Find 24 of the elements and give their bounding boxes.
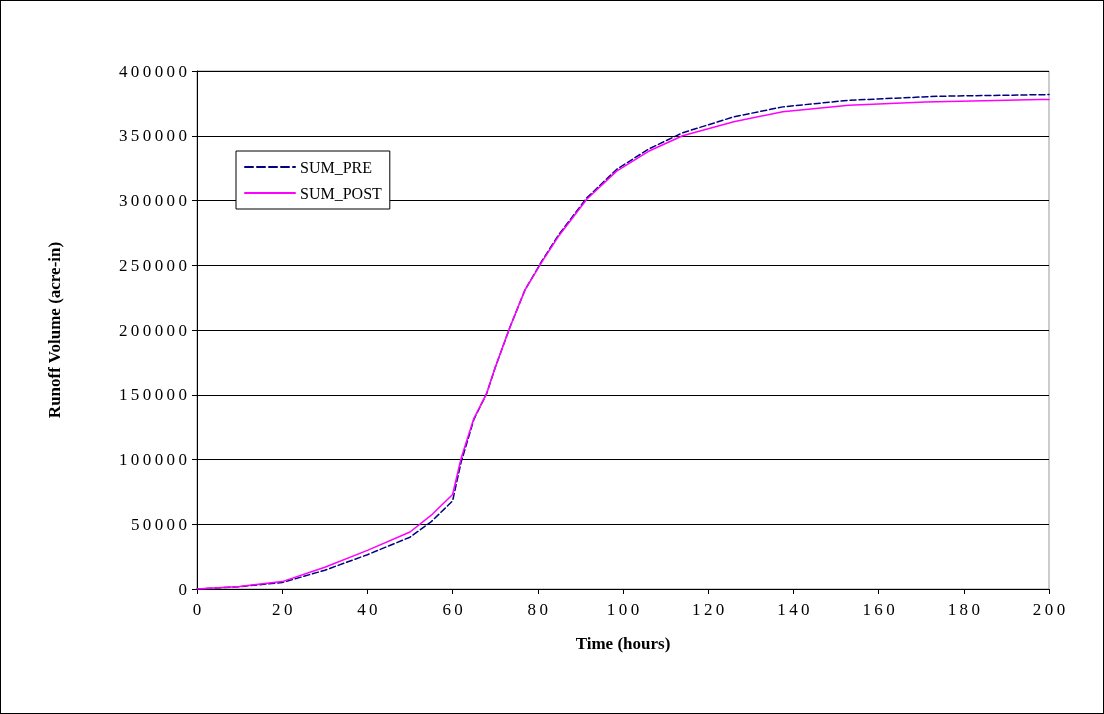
y-tick-label: 4 0 0 0 0 0 [118, 61, 187, 81]
y-axis-title: Runoff Volume (acre-in) [45, 241, 64, 419]
x-tick-label: 2 0 0 [1032, 600, 1066, 619]
x-tick-label: 1 6 0 [862, 600, 895, 619]
x-tick-label: 4 0 [357, 600, 378, 619]
y-tick-label: 0 [178, 579, 187, 599]
y-tick-label: 1 0 0 0 0 0 [118, 450, 187, 469]
y-tick-label: 2 0 0 0 0 0 [118, 320, 187, 340]
x-tick-label: 6 0 [442, 600, 463, 619]
y-tick-label: 3 0 0 0 0 0 [118, 191, 187, 210]
legend-label: SUM_POST [300, 184, 383, 202]
x-tick-label: 0 [192, 600, 202, 619]
x-tick-label: 1 4 0 [777, 600, 810, 619]
legend-label: SUM_PRE [300, 158, 373, 176]
y-tick-label: 5 0 0 0 0 [130, 514, 187, 534]
x-tick-label: 1 8 0 [947, 600, 980, 619]
x-tick-label: 2 0 [272, 600, 293, 619]
y-tick-label: 2 5 0 0 0 0 [118, 255, 187, 275]
x-tick-label: 8 0 [527, 600, 548, 619]
y-tick-label: 3 5 0 0 0 0 [118, 126, 187, 146]
x-axis-title: Time (hours) [575, 634, 671, 653]
y-tick-label: 1 5 0 0 0 0 [118, 385, 187, 405]
x-tick-label: 1 2 0 [692, 600, 725, 619]
x-tick-label: 1 0 0 [606, 600, 640, 619]
